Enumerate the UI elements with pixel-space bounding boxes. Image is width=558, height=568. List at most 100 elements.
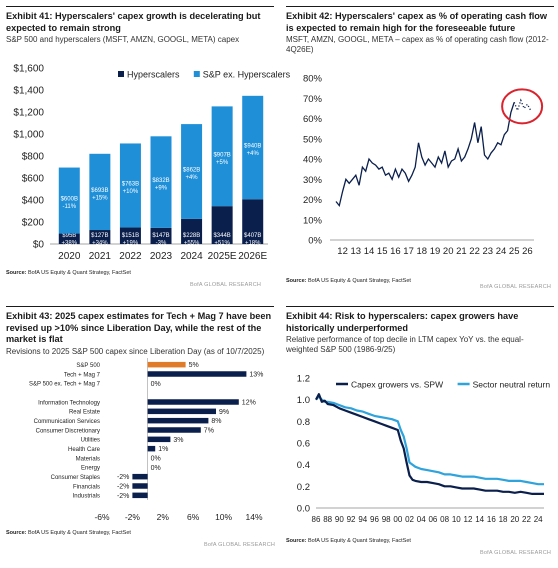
- value-label: 1%: [158, 446, 168, 453]
- source-note: Source: BofA US Equity & Quant Strategy,…: [6, 530, 131, 536]
- x-tick-label: 2024: [180, 251, 203, 262]
- exhibit-title: Exhibit 44: Risk to hyperscalers: capex …: [286, 311, 519, 333]
- x-tick-label: 14%: [245, 512, 262, 522]
- legend-label: Hyperscalers: [127, 70, 180, 80]
- y-tick-label: $1,000: [13, 130, 44, 141]
- source-text: BofA US Equity & Quant Strategy, FactSet: [28, 270, 131, 276]
- x-tick-label: 13: [351, 246, 362, 257]
- x-tick-label: 2%: [157, 512, 170, 522]
- exhibit-rule: [6, 306, 274, 307]
- category-label: Materials: [76, 456, 100, 462]
- data-label: $151B: [122, 233, 139, 239]
- value-label: 0%: [151, 381, 161, 388]
- bar: [147, 427, 201, 433]
- value-label: -2%: [117, 484, 129, 491]
- y-tick-label: 70%: [303, 94, 323, 105]
- bar-segment: [242, 199, 264, 244]
- x-tick-label: 2026E: [238, 251, 267, 262]
- y-tick-label: $600: [22, 174, 45, 185]
- y-tick-label: 1.2: [297, 374, 310, 385]
- value-label: 8%: [211, 418, 221, 425]
- exhibit-subtitle: S&P 500 and hyperscalers (MSFT, AMZN, GO…: [6, 35, 240, 44]
- y-tick-label: 20%: [303, 195, 323, 206]
- y-tick-label: 1.0: [297, 395, 310, 406]
- source-note: Source: BofA US Equity & Quant Strategy,…: [286, 538, 411, 544]
- bar-segment: [89, 230, 111, 244]
- x-tick-label: 2020: [58, 251, 81, 262]
- y-tick-label: 10%: [303, 215, 323, 226]
- data-label: +10%: [123, 189, 139, 195]
- footer-brand: BofA GLOBAL RESEARCH: [480, 550, 552, 556]
- value-label: -2%: [117, 474, 129, 481]
- source-note: Source: BofA US Equity & Quant Strategy,…: [6, 270, 131, 276]
- category-label: Consumer Staples: [51, 475, 100, 481]
- y-tick-label: $400: [22, 196, 45, 207]
- source-text: BofA US Equity & Quant Strategy, FactSet: [308, 538, 411, 544]
- data-label: $600B: [61, 197, 78, 203]
- category-label: Real Estate: [69, 410, 101, 416]
- category-label: Financials: [73, 484, 100, 490]
- series-line: [315, 393, 544, 495]
- x-tick-label: 02: [405, 515, 414, 524]
- value-label: 0%: [151, 465, 161, 472]
- source-label: Source:: [286, 538, 307, 544]
- value-label: 7%: [204, 428, 214, 435]
- data-label: $95B: [62, 233, 76, 239]
- x-tick-label: 88: [323, 515, 332, 524]
- x-tick-label: 04: [417, 515, 426, 524]
- data-label: $127B: [91, 233, 108, 239]
- x-tick-label: 2021: [89, 251, 112, 262]
- bar: [132, 483, 148, 489]
- bar-segment: [211, 106, 233, 207]
- x-tick-label: 00: [393, 515, 402, 524]
- data-label: $832B: [152, 178, 169, 184]
- data-label: +18%: [245, 241, 261, 247]
- data-label: +4%: [185, 175, 198, 181]
- line-chart: 0% 10% 20% 30% 40% 50% 60% 70% 80% 12 13 14 15 16 17 18…: [303, 74, 544, 257]
- bar-segment: [181, 218, 203, 244]
- bar-segment: [58, 233, 80, 244]
- data-label: -11%: [63, 204, 77, 210]
- data-label: +15%: [92, 195, 108, 201]
- x-tick-label: 12: [337, 246, 348, 257]
- exhibit-41: Exhibit 41: Hyperscalers' capex growth i…: [6, 6, 291, 282]
- category-label: Tech + Mag 7: [64, 372, 101, 378]
- exhibit-44: Exhibit 44: Risk to hyperscalers: capex …: [286, 306, 554, 546]
- data-label: +4%: [247, 151, 260, 157]
- bar: [147, 436, 171, 443]
- data-label: +51%: [214, 241, 230, 247]
- data-label: $862B: [183, 168, 200, 174]
- horizontal-bar-chart: S&P 500 5% Tech + Mag 7 13% S&P 500 ex. Tech…: [29, 358, 263, 522]
- x-tick-label: 21: [456, 246, 467, 257]
- bar: [147, 417, 209, 424]
- legend-swatch: [118, 71, 124, 77]
- highlight-circle: [501, 88, 544, 125]
- x-tick-label: 10%: [215, 512, 232, 522]
- bar: [132, 473, 148, 480]
- y-tick-label: 0%: [308, 236, 322, 247]
- x-tick-label: 18: [499, 515, 508, 524]
- bar-segment: [119, 143, 141, 228]
- exhibit-subtitle: Relative performance of top decile in LT…: [286, 335, 524, 354]
- category-label: Industrials: [73, 494, 100, 500]
- category-label: Utilities: [81, 438, 100, 444]
- x-tick-label: 20: [443, 246, 454, 257]
- data-label: $763B: [122, 181, 139, 187]
- y-tick-label: $1,400: [13, 86, 44, 97]
- legend-label: Capex growers vs. SPW: [351, 380, 443, 390]
- category-label: S&P 500: [76, 363, 100, 369]
- x-tick-label: 2025E: [208, 251, 237, 262]
- y-tick-label: 0.8: [297, 417, 310, 428]
- exhibit-subtitle: Revisions to 2025 S&P 500 capex since Li…: [6, 346, 265, 356]
- x-tick-label: -2%: [125, 512, 141, 522]
- footer-brand: BofA GLOBAL RESEARCH: [480, 284, 552, 290]
- exhibit-rule: [286, 306, 554, 307]
- x-tick-label: 25: [509, 246, 520, 257]
- y-tick-label: 80%: [303, 74, 323, 85]
- x-tick-label: 94: [358, 515, 367, 524]
- x-tick-label: 2023: [150, 251, 173, 262]
- x-tick-label: 22: [522, 515, 531, 524]
- x-tick-label: 06: [428, 515, 437, 524]
- x-tick-label: 24: [534, 515, 543, 524]
- y-tick-label: $800: [22, 152, 45, 163]
